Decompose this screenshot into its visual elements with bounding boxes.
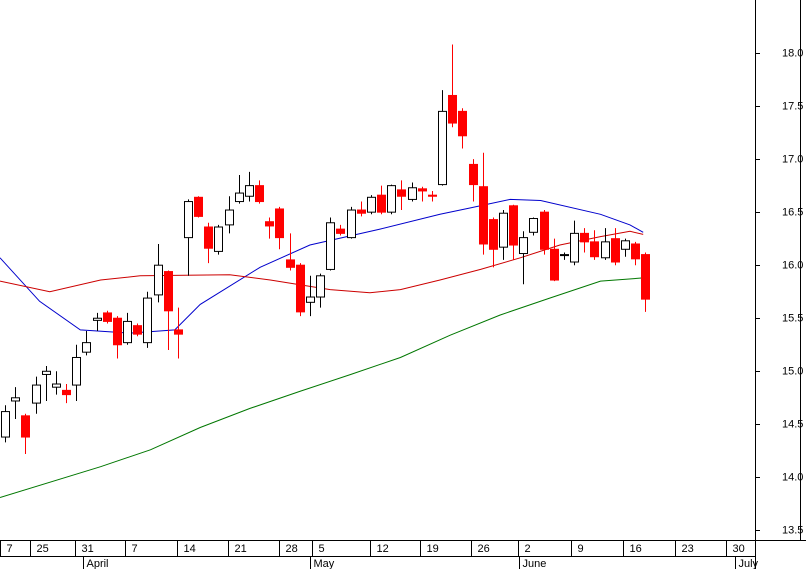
candle-body <box>590 241 599 258</box>
candle-body <box>428 194 437 197</box>
month-label: June <box>523 558 547 569</box>
y-tick-label: 17.5 <box>782 100 803 112</box>
candle-body <box>11 397 20 402</box>
candle-body <box>580 232 589 243</box>
candle-body <box>214 226 223 252</box>
candle-body <box>448 94 457 124</box>
x-tick-label: 12 <box>377 543 389 555</box>
y-tick-label: 16.5 <box>782 206 803 218</box>
candle-body <box>204 226 213 249</box>
candle-body <box>418 188 427 192</box>
candle-body <box>103 312 112 322</box>
candle-body <box>235 192 244 203</box>
x-tick-label: 14 <box>184 543 196 555</box>
moving-average-line <box>0 198 644 334</box>
candle-body <box>154 264 163 296</box>
candle-body <box>326 222 335 270</box>
candle-body <box>21 415 30 438</box>
candle-body <box>296 264 305 313</box>
candle-body <box>641 254 650 300</box>
y-tick-label: 18.0 <box>782 47 803 59</box>
candle-body <box>438 110 447 186</box>
y-tick-label: 14.5 <box>782 418 803 430</box>
candle-body <box>570 232 579 263</box>
candle-body <box>255 185 264 203</box>
candle-body <box>194 196 203 217</box>
month-label: July <box>739 558 759 569</box>
x-tick-label: 26 <box>478 543 490 555</box>
x-tick-label: 7 <box>7 543 13 555</box>
x-tick-label: 16 <box>630 543 642 555</box>
candle-body <box>275 208 284 239</box>
candle-body <box>123 320 132 344</box>
candle-body <box>32 384 41 404</box>
candle-body <box>357 209 366 214</box>
candle-body <box>133 325 142 335</box>
month-label: May <box>314 558 335 569</box>
candle-body <box>540 211 549 250</box>
candle-body <box>601 241 610 259</box>
candle-body <box>499 212 508 248</box>
candle-body <box>489 219 498 250</box>
candle-body <box>143 297 152 344</box>
candle-body <box>458 110 467 137</box>
x-tick-label: 25 <box>37 543 49 555</box>
y-tick-label: 15.5 <box>782 312 803 324</box>
x-tick-label: 5 <box>319 543 325 555</box>
candle-body <box>174 329 183 335</box>
candle-body <box>306 296 315 303</box>
candle-body <box>245 185 254 197</box>
x-tick-label: 19 <box>427 543 439 555</box>
candle-body <box>509 205 518 246</box>
candle-body <box>93 317 102 321</box>
candle-body <box>347 209 356 239</box>
candle-body <box>631 243 640 260</box>
candle-body <box>408 187 417 200</box>
candle-body <box>72 356 81 386</box>
y-tick-label: 15.0 <box>782 365 803 377</box>
candle-body <box>316 275 325 298</box>
candle-body <box>82 342 91 353</box>
candle-body <box>550 248 559 281</box>
candle-body <box>387 185 396 213</box>
candle-body <box>1 411 10 438</box>
candle-body <box>377 194 386 213</box>
x-tick-label: 7 <box>132 543 138 555</box>
candle-body <box>621 240 630 250</box>
candle-body <box>397 189 406 197</box>
x-tick-label: 2 <box>525 543 531 555</box>
candle-body <box>336 228 345 234</box>
x-tick-label: 28 <box>286 543 298 555</box>
candle-body <box>367 196 376 213</box>
candle-body <box>529 218 538 233</box>
candle-body <box>560 254 569 257</box>
candle-body <box>184 201 193 239</box>
candle-body <box>52 383 61 388</box>
candle-body <box>479 186 488 245</box>
y-tick-label: 16.0 <box>782 259 803 271</box>
y-tick-label: 13.5 <box>782 524 803 536</box>
y-tick-label: 14.0 <box>782 471 803 483</box>
candle-body <box>286 259 295 268</box>
x-tick-label: 30 <box>733 543 745 555</box>
x-tick-label: 31 <box>82 543 94 555</box>
candle-body <box>519 237 528 255</box>
x-tick-label: 21 <box>235 543 247 555</box>
x-tick-label: 9 <box>578 543 584 555</box>
x-tick-label: 23 <box>682 543 694 555</box>
candle-body <box>62 389 71 396</box>
candle-body <box>225 209 234 226</box>
candle-body <box>113 317 122 346</box>
y-tick-label: 17.0 <box>782 153 803 165</box>
candle-body <box>265 221 274 227</box>
moving-average-line <box>0 277 644 498</box>
candle-body <box>42 370 51 375</box>
candle-body <box>611 238 620 263</box>
candle-body <box>164 271 173 312</box>
month-label: April <box>87 558 109 569</box>
candle-body <box>469 163 478 186</box>
